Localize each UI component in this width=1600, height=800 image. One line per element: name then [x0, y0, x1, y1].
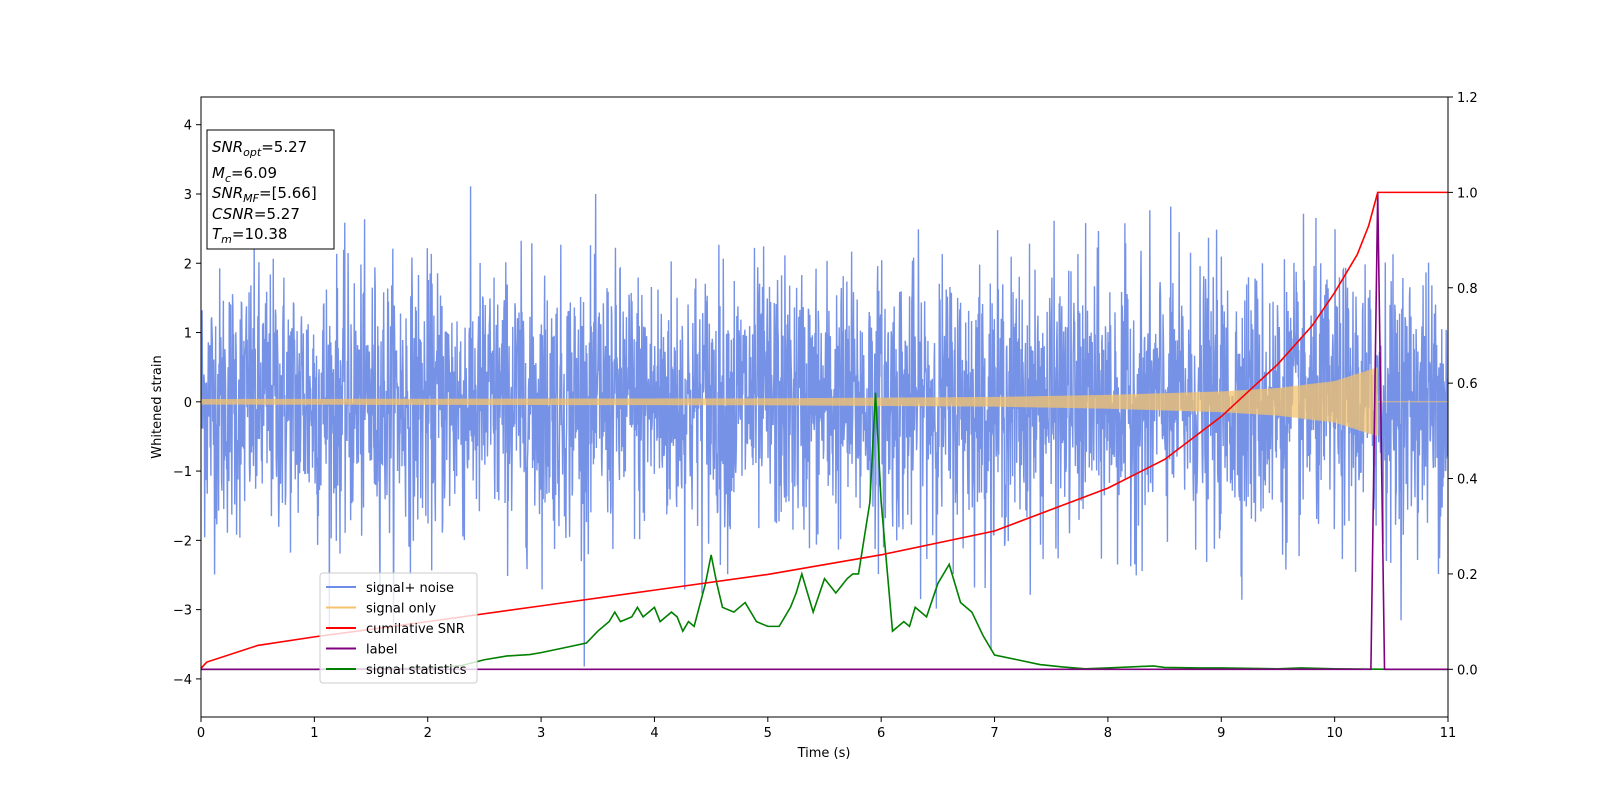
x-tick-label: 10	[1326, 726, 1343, 741]
x-tick-label: 0	[197, 726, 205, 741]
info-box-frame	[206, 129, 335, 250]
y2-tick-label: 0.6	[1457, 377, 1478, 392]
snr-opt-annotation: SNRopt=5.27	[212, 138, 307, 159]
series-signal-statistics-line	[201, 392, 1448, 671]
legend-label: signal+ noise	[366, 581, 454, 596]
legend-label: signal statistics	[366, 663, 467, 678]
tm-annotation: Tm=10.38	[212, 225, 287, 246]
y-axis-left: −4 −3 −2 −1 0 1 2 3 4	[173, 119, 201, 688]
y-axis-right: 0.0 0.2 0.4 0.6 0.8 1.0 1.2	[1448, 91, 1478, 678]
y2-tick-label: 0.8	[1457, 282, 1478, 297]
y-tick-label: −2	[173, 534, 192, 549]
signal-noise-layer	[201, 186, 1448, 667]
y2-tick-label: 0.4	[1457, 473, 1478, 488]
x-tick-label: 4	[650, 726, 658, 741]
y2-tick-label: 1.2	[1457, 91, 1478, 106]
series-signal-noise-line	[201, 186, 1448, 667]
y-axis-title: Whitened strain	[150, 355, 165, 458]
x-tick-label: 11	[1440, 726, 1457, 741]
series-signal-only-line	[201, 367, 1448, 437]
y-tick-label: −3	[173, 604, 192, 619]
legend-label: label	[366, 643, 397, 658]
y-tick-label: −4	[173, 673, 192, 688]
x-tick-label: 5	[764, 726, 772, 741]
y-tick-label: 0	[184, 396, 192, 411]
y2-tick-label: 0.2	[1457, 568, 1478, 583]
csnr-annotation: CSNR=5.27	[212, 205, 300, 223]
y-tick-label: −1	[173, 465, 192, 480]
info-box: SNRopt=5.27 Mc=6.09 SNRMF=[5.66] CSNR=5.…	[206, 129, 335, 250]
y-tick-label: 4	[184, 119, 192, 134]
x-tick-label: 6	[877, 726, 885, 741]
x-tick-label: 2	[424, 726, 432, 741]
plot-frame	[200, 96, 1449, 718]
x-tick-label: 8	[1104, 726, 1112, 741]
legend-label: cumilative SNR	[366, 622, 465, 637]
y2-tick-label: 0.0	[1457, 663, 1478, 678]
x-tick-label: 1	[310, 726, 318, 741]
x-tick-label: 7	[990, 726, 998, 741]
legend-label: signal only	[366, 602, 436, 617]
x-axis: 0 1 2 3 4 5 6 7 8 9 10 11	[197, 717, 1456, 741]
legend: signal+ noise signal only cumilative SNR la…	[319, 572, 478, 684]
x-tick-label: 9	[1217, 726, 1225, 741]
y-tick-label: 1	[184, 327, 192, 342]
x-axis-title: Time (s)	[797, 746, 851, 761]
x-tick-label: 3	[537, 726, 545, 741]
signal-only-layer	[201, 367, 1448, 437]
y-tick-label: 3	[184, 188, 192, 203]
mc-annotation: Mc=6.09	[212, 164, 277, 185]
snr-mf-annotation: SNRMF=[5.66]	[212, 184, 317, 205]
y2-tick-label: 1.0	[1457, 186, 1478, 201]
y-tick-label: 2	[184, 257, 192, 272]
legend-frame	[319, 572, 478, 684]
